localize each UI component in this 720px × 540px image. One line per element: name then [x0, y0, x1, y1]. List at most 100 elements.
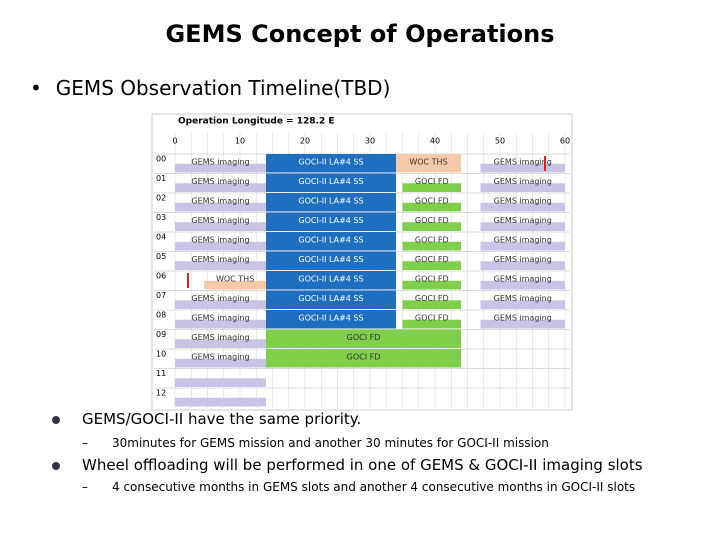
segment — [402, 202, 461, 212]
segment — [480, 183, 565, 192]
timeline: Operation Longitude = 128.2 E 0 10 20 30 40 5… — [151, 113, 573, 411]
dash: – — [82, 436, 88, 450]
segment — [266, 290, 396, 309]
segment-label: GEMS imaging — [191, 235, 249, 244]
segment-label: GOCI FD — [415, 294, 449, 303]
hour-label: 08 — [156, 311, 166, 320]
segment-label: GOCI-II LA#4 SS — [298, 313, 363, 322]
segment — [266, 349, 461, 368]
wheel-mark — [187, 273, 189, 288]
segment-label: GEMS imaging — [494, 235, 552, 244]
minute-label: 20 — [300, 137, 310, 146]
segment — [402, 280, 461, 290]
segment-label: GOCI-II LA#4 SS — [298, 235, 363, 244]
segment — [175, 261, 266, 270]
sub-bullet: 30minutes for GEMS mission and another 3… — [112, 436, 549, 450]
sub-bullet: 4 consecutive months in GEMS slots and a… — [112, 480, 636, 494]
segment — [175, 319, 266, 329]
segment — [266, 232, 396, 251]
segment-label: GEMS imaging — [191, 352, 249, 361]
segment-label: GOCI-II LA#4 SS — [298, 177, 363, 186]
segment-label: GOCI-II LA#4 SS — [298, 196, 363, 205]
hour-label: 06 — [156, 272, 166, 281]
hour-label: 01 — [156, 174, 166, 183]
segment — [175, 300, 266, 309]
segment — [175, 183, 266, 192]
segment — [266, 329, 461, 348]
segment-label: GOCI FD — [415, 274, 449, 283]
bullet: GEMS/GOCI-II have the same priority. — [82, 410, 362, 428]
slide-title: GEMS Concept of Operations — [165, 20, 555, 48]
segment — [175, 241, 266, 251]
segment-label: GEMS imaging — [191, 255, 249, 264]
minute-label: 0 — [172, 137, 177, 146]
hour-label: 03 — [156, 213, 166, 222]
segment-label: WOC THS — [216, 274, 254, 283]
segment — [266, 193, 396, 212]
segment-label: GOCI FD — [415, 235, 449, 244]
segment-label: GOCI-II LA#4 SS — [298, 216, 363, 225]
segment — [480, 280, 565, 290]
segment — [402, 300, 461, 309]
empty-slot — [175, 378, 266, 387]
segment-label: GOCI-II LA#4 SS — [298, 274, 363, 283]
segment-label: GEMS imaging — [191, 196, 249, 205]
timeline-header: Operation Longitude = 128.2 E — [178, 117, 335, 127]
segment — [480, 261, 565, 270]
segment — [480, 202, 565, 212]
segment-label: GEMS imaging — [494, 294, 552, 303]
segment-label: GEMS imaging — [191, 313, 249, 322]
segment-label: GEMS imaging — [191, 216, 249, 225]
segment-label: GOCI FD — [415, 196, 449, 205]
minute-label: 30 — [365, 137, 375, 146]
segment-label: GOCI FD — [347, 333, 381, 342]
hour-label: 05 — [156, 252, 166, 261]
segment — [175, 163, 266, 173]
segment — [402, 241, 461, 251]
segment — [402, 222, 461, 231]
segment-label: GEMS imaging — [191, 333, 249, 342]
segment-label: GEMS imaging — [191, 177, 249, 186]
segment — [266, 271, 396, 290]
segment — [266, 173, 396, 192]
segment — [175, 358, 266, 368]
segment — [175, 339, 266, 348]
segment — [480, 241, 565, 251]
segment-label: GEMS imaging — [494, 274, 552, 283]
segment-label: GOCI-II LA#4 SS — [298, 157, 363, 166]
segment — [266, 212, 396, 231]
segment-label: GEMS imaging — [494, 255, 552, 264]
segment-label: GOCI FD — [415, 255, 449, 264]
segment — [480, 163, 565, 173]
segment-label: GOCI-II LA#4 SS — [298, 255, 363, 264]
segment-label: GEMS imaging — [494, 157, 552, 166]
minute-label: 60 — [560, 137, 570, 146]
minute-label: 50 — [495, 137, 505, 146]
bullet: Wheel offloading will be performed in on… — [82, 456, 643, 474]
segment — [175, 222, 266, 231]
segment-label: GEMS imaging — [191, 157, 249, 166]
segment-label: GOCI FD — [347, 352, 381, 361]
segment-label: GOCI-II LA#4 SS — [298, 294, 363, 303]
hour-label: 10 — [156, 350, 166, 359]
segment — [396, 154, 461, 173]
empty-slot — [175, 397, 266, 407]
segment — [480, 300, 565, 309]
segment — [266, 154, 396, 173]
segment-label: GOCI FD — [415, 216, 449, 225]
hour-label: 02 — [156, 194, 166, 203]
segment-label: GEMS imaging — [191, 294, 249, 303]
bullet: GEMS Observation Timeline(TBD) — [30, 76, 391, 100]
segment-label: WOC THS — [409, 157, 447, 166]
bullet-dot — [52, 416, 60, 424]
hour-label: 04 — [156, 233, 166, 242]
segment — [402, 261, 461, 270]
minute-label: 40 — [430, 137, 440, 146]
segment-label: GEMS imaging — [494, 177, 552, 186]
segment-label: GEMS imaging — [494, 216, 552, 225]
segment — [204, 280, 266, 290]
hour-label: 12 — [156, 389, 166, 398]
segment-label: GEMS imaging — [494, 313, 552, 322]
segment — [266, 251, 396, 270]
